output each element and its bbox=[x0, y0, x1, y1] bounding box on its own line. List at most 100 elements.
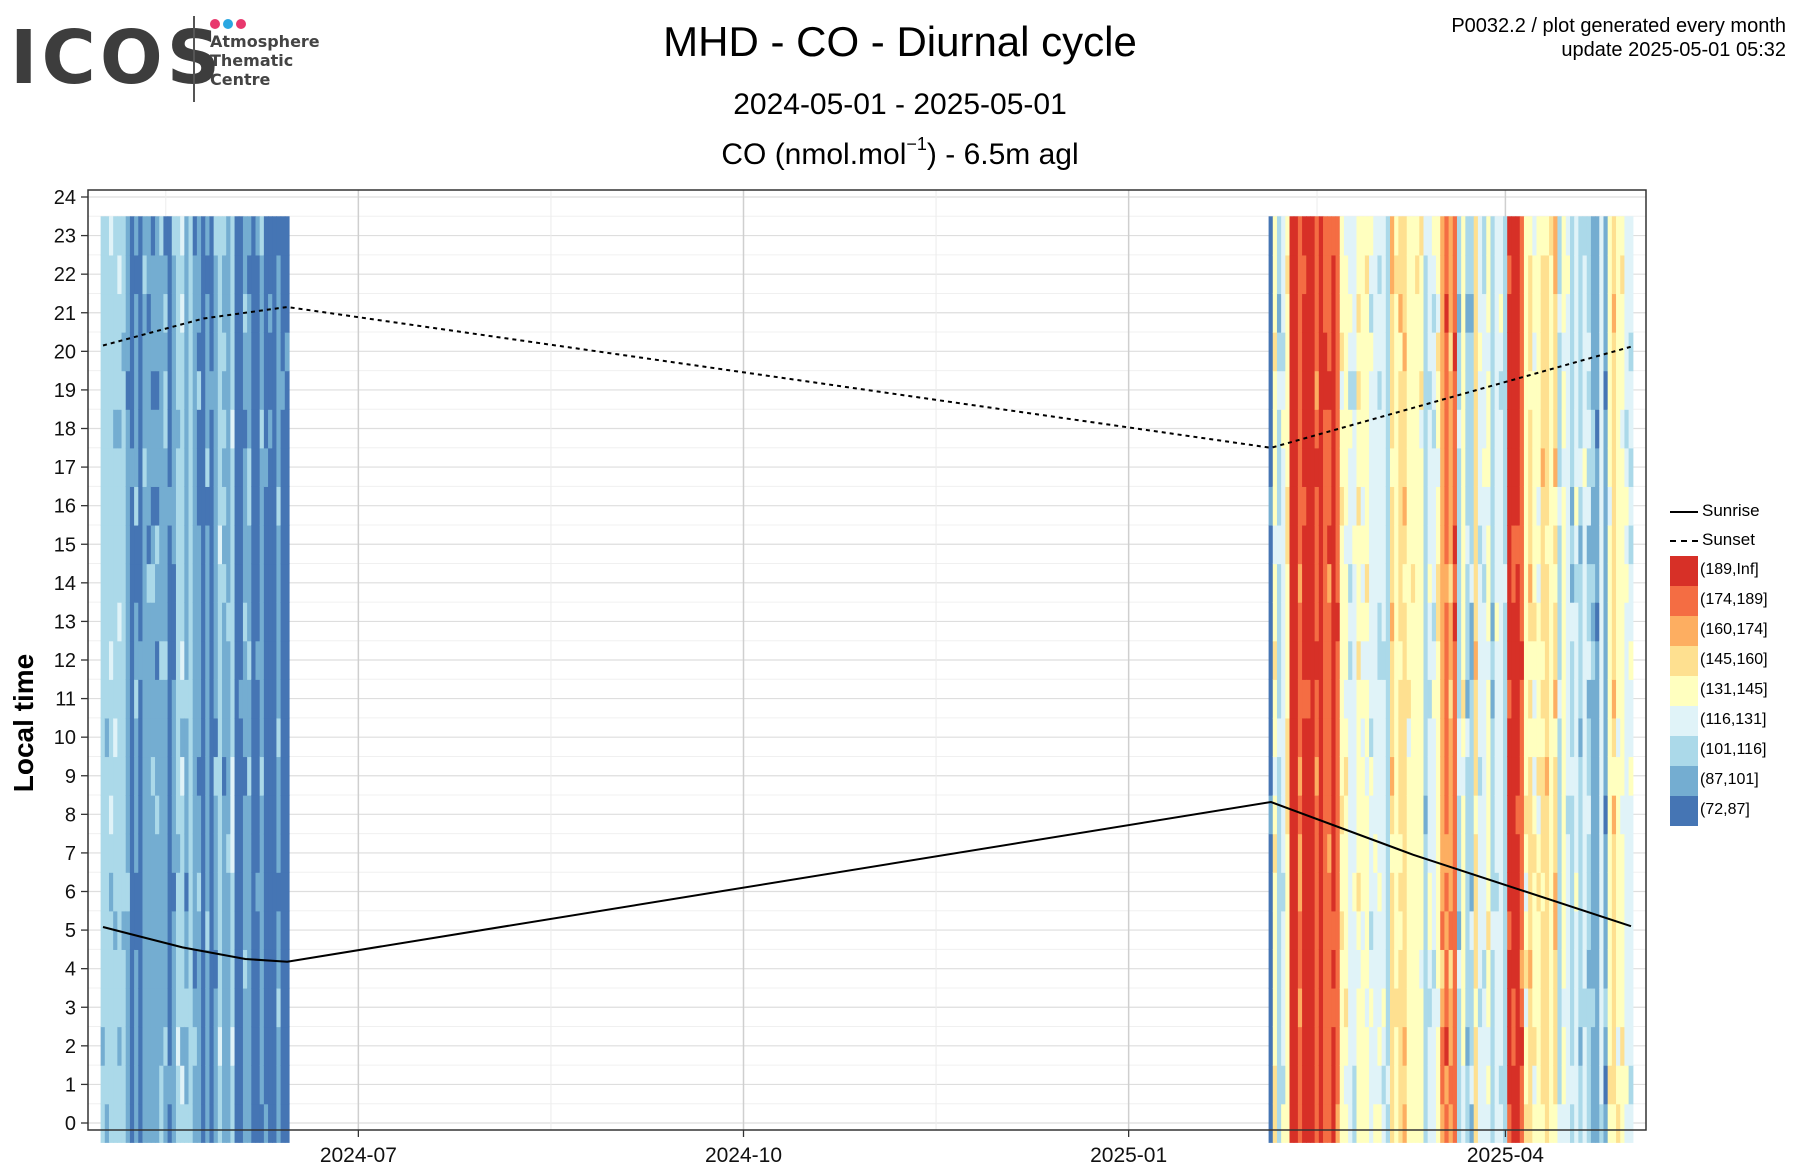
heatmap-cell bbox=[1553, 987, 1559, 1028]
heatmap-cell bbox=[1356, 795, 1362, 835]
heatmap-cell bbox=[217, 949, 223, 989]
heatmap-cell bbox=[1603, 949, 1609, 989]
heatmap-cell bbox=[1381, 679, 1387, 719]
heatmap-cell bbox=[104, 910, 110, 950]
heatmap-cell bbox=[150, 216, 156, 256]
heatmap-cell bbox=[1523, 370, 1529, 410]
heatmap-cell bbox=[1561, 987, 1567, 1028]
heatmap-cell bbox=[1616, 910, 1621, 950]
heatmap-cell bbox=[268, 563, 273, 603]
heatmap-cell bbox=[1268, 679, 1274, 719]
heatmap-cell bbox=[1448, 1026, 1454, 1066]
legend-sunset-swatch bbox=[1670, 540, 1698, 542]
heatmap-cell bbox=[1289, 833, 1295, 873]
heatmap-cell bbox=[1590, 1103, 1596, 1143]
heatmap-cell bbox=[196, 1026, 202, 1066]
heatmap-cell bbox=[1285, 332, 1291, 372]
heatmap-cell bbox=[1285, 795, 1291, 835]
heatmap-cell bbox=[1624, 987, 1630, 1028]
heatmap-cell bbox=[1557, 1026, 1563, 1066]
heatmap-cell bbox=[1427, 563, 1433, 603]
heatmap-cell bbox=[217, 602, 223, 642]
heatmap-cell bbox=[1519, 717, 1525, 758]
heatmap-cell bbox=[1348, 1103, 1353, 1143]
heatmap-cell bbox=[1507, 833, 1512, 873]
heatmap-cell bbox=[1440, 949, 1446, 989]
heatmap-cell bbox=[1557, 872, 1563, 912]
heatmap-cell bbox=[1289, 872, 1295, 912]
heatmap-cell bbox=[1272, 486, 1278, 526]
heatmap-cell bbox=[121, 949, 127, 989]
heatmap-cell bbox=[1419, 486, 1425, 526]
heatmap-cell bbox=[1272, 332, 1278, 372]
heatmap-cell bbox=[1335, 293, 1341, 333]
heatmap-cell bbox=[1519, 486, 1525, 526]
heatmap-cell bbox=[167, 987, 173, 1028]
y-tick-label: 22 bbox=[54, 264, 76, 286]
heatmap-cell bbox=[1519, 1103, 1525, 1143]
heatmap-cell bbox=[234, 1065, 240, 1105]
legend-bin-swatch bbox=[1670, 586, 1698, 616]
heatmap-cell bbox=[217, 1103, 223, 1143]
heatmap-cell bbox=[1419, 910, 1425, 950]
heatmap-cell bbox=[1540, 910, 1546, 950]
heatmap-cell bbox=[1410, 1103, 1416, 1143]
heatmap-cell bbox=[1448, 795, 1454, 835]
heatmap-cell bbox=[1381, 216, 1387, 256]
heatmap-cell bbox=[1314, 524, 1320, 565]
legend-bin-swatch bbox=[1670, 646, 1698, 676]
heatmap-cell bbox=[1515, 524, 1521, 565]
heatmap-cell bbox=[1549, 524, 1554, 565]
heatmap-cell bbox=[1444, 679, 1450, 719]
heatmap-cell bbox=[1423, 640, 1429, 680]
heatmap-cell bbox=[1561, 1065, 1567, 1105]
heatmap-cell bbox=[1473, 486, 1479, 526]
heatmap-cell bbox=[1620, 910, 1626, 950]
heatmap-cell bbox=[121, 679, 127, 719]
heatmap-cell bbox=[1293, 795, 1299, 835]
heatmap-cell bbox=[1302, 563, 1307, 603]
heatmap-cell bbox=[1456, 640, 1462, 680]
heatmap-cell bbox=[1611, 602, 1617, 642]
heatmap-cell bbox=[1477, 795, 1483, 835]
heatmap-cell bbox=[1477, 486, 1483, 526]
heatmap-cell bbox=[1599, 987, 1605, 1028]
heatmap-cell bbox=[1482, 640, 1487, 680]
heatmap-cell bbox=[242, 833, 248, 873]
heatmap-cell bbox=[230, 1026, 236, 1066]
heatmap-cell bbox=[1544, 833, 1550, 873]
heatmap-cell bbox=[1423, 524, 1429, 565]
heatmap-cell bbox=[1624, 1103, 1630, 1143]
heatmap-cell bbox=[1448, 332, 1454, 372]
heatmap-cell bbox=[1293, 563, 1299, 603]
heatmap-cell bbox=[1436, 563, 1441, 603]
heatmap-cell bbox=[1356, 447, 1362, 487]
heatmap-cell bbox=[129, 872, 135, 912]
heatmap-cell bbox=[1616, 833, 1621, 873]
heatmap-cell bbox=[1427, 486, 1433, 526]
heatmap-cell bbox=[1431, 795, 1437, 835]
heatmap-cell bbox=[1553, 1026, 1559, 1066]
heatmap-cell bbox=[1461, 254, 1466, 295]
heatmap-cell bbox=[1339, 640, 1345, 680]
heatmap-cell bbox=[1519, 679, 1525, 719]
heatmap-cell bbox=[1586, 987, 1592, 1028]
heatmap-cell bbox=[1423, 486, 1429, 526]
heatmap-cell bbox=[171, 332, 177, 372]
heatmap-cell bbox=[1628, 524, 1634, 565]
heatmap-cell bbox=[155, 370, 160, 410]
heatmap-cell bbox=[146, 795, 152, 835]
heatmap-cell bbox=[1448, 602, 1454, 642]
heatmap-cell bbox=[1519, 1026, 1525, 1066]
heatmap-cell bbox=[1360, 524, 1366, 565]
heatmap-cell bbox=[1448, 717, 1454, 758]
heatmap-cell bbox=[1448, 910, 1454, 950]
heatmap-cell bbox=[1620, 332, 1626, 372]
heatmap-cell bbox=[1569, 949, 1575, 989]
heatmap-cell bbox=[1599, 949, 1605, 989]
heatmap-cell bbox=[142, 524, 148, 565]
heatmap-cell bbox=[222, 640, 227, 680]
heatmap-cell bbox=[184, 216, 190, 256]
heatmap-cell bbox=[1343, 563, 1349, 603]
heatmap-cell bbox=[175, 486, 181, 526]
